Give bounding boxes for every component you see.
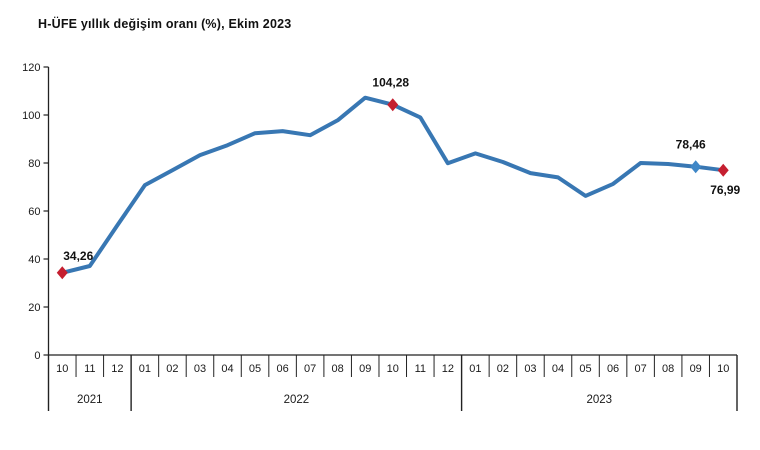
x-axis-month-label: 03 xyxy=(524,363,536,375)
x-axis-month-label: 04 xyxy=(552,363,564,375)
y-axis-tick-label: 120 xyxy=(22,62,40,74)
x-axis-month-label: 11 xyxy=(84,363,95,375)
x-axis-year-label: 2022 xyxy=(284,394,310,406)
data-point-label: 76,99 xyxy=(710,183,740,197)
x-axis-month-label: 11 xyxy=(415,363,426,375)
x-axis-year-label: 2021 xyxy=(77,394,103,406)
data-point-label: 104,28 xyxy=(372,76,409,90)
data-point-marker-red xyxy=(387,98,399,112)
x-axis-month-label: 10 xyxy=(717,363,729,375)
x-axis-month-label: 05 xyxy=(249,363,261,375)
x-axis-year-label: 2023 xyxy=(587,394,613,406)
x-axis-month-label: 12 xyxy=(442,363,454,375)
x-axis-month-label: 02 xyxy=(497,363,509,375)
data-point-marker-red xyxy=(56,266,68,280)
y-axis-tick-label: 20 xyxy=(28,302,40,314)
x-axis-month-label: 01 xyxy=(139,363,151,375)
x-axis-month-label: 07 xyxy=(634,363,646,375)
x-axis-month-label: 10 xyxy=(387,363,399,375)
data-point-label: 34,26 xyxy=(63,249,93,263)
x-axis-month-label: 06 xyxy=(276,363,288,375)
y-axis-tick-label: 40 xyxy=(28,254,40,266)
x-axis-month-label: 06 xyxy=(607,363,619,375)
data-point-marker-red xyxy=(717,163,729,177)
data-point-marker-blue xyxy=(690,160,702,174)
y-axis-tick-label: 80 xyxy=(28,158,40,170)
x-axis-month-label: 07 xyxy=(304,363,316,375)
y-axis-tick-label: 0 xyxy=(34,350,40,362)
x-axis-month-label: 09 xyxy=(359,363,371,375)
data-line xyxy=(60,95,726,275)
y-axis-tick-label: 60 xyxy=(28,206,40,218)
x-axis-month-label: 09 xyxy=(690,363,702,375)
x-axis-month-label: 03 xyxy=(194,363,206,375)
x-axis-month-label: 10 xyxy=(56,363,68,375)
x-axis-month-label: 05 xyxy=(579,363,591,375)
x-axis-month-label: 02 xyxy=(166,363,178,375)
data-point-label: 78,46 xyxy=(676,138,706,152)
chart-title: H-ÜFE yıllık değişim oranı (%), Ekim 202… xyxy=(38,17,292,31)
y-axis-tick-label: 100 xyxy=(22,110,40,122)
x-axis-month-label: 08 xyxy=(662,363,674,375)
x-axis-month-label: 12 xyxy=(111,363,123,375)
x-axis-month-label: 04 xyxy=(221,363,233,375)
x-axis-month-label: 01 xyxy=(469,363,481,375)
x-axis-month-label: 08 xyxy=(332,363,344,375)
